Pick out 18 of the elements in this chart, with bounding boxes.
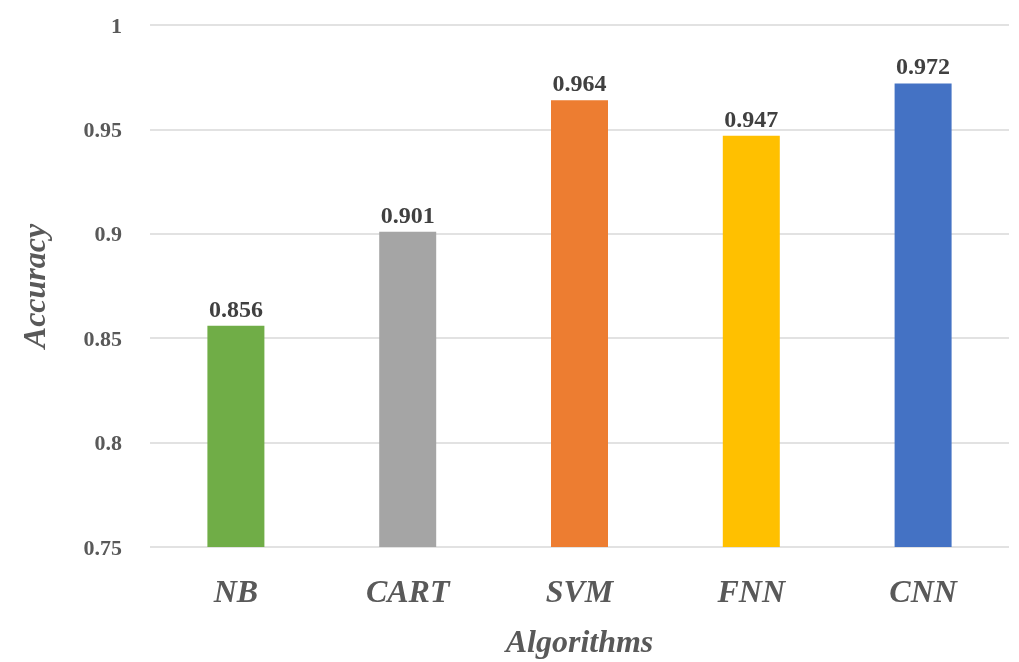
data-label: 0.947	[724, 105, 779, 132]
x-tick-label: FNN	[716, 573, 787, 609]
data-label: 0.964	[552, 70, 607, 97]
x-tick-label: NB	[212, 573, 259, 609]
y-tick-label: 0.9	[94, 221, 122, 247]
y-tick-label: 0.95	[83, 116, 122, 142]
y-tick-label: 0.75	[83, 534, 122, 560]
y-axis-title: Accuracy	[16, 223, 52, 351]
y-tick-label: 0.85	[83, 325, 122, 351]
data-label: 0.856	[208, 295, 263, 322]
x-tick-label: SVM	[545, 573, 615, 609]
data-label: 0.972	[896, 53, 951, 80]
x-axis-title: Algorithms	[503, 623, 654, 659]
y-tick-label: 0.8	[94, 430, 122, 456]
data-label: 0.901	[380, 201, 435, 228]
x-tick-label: CART	[365, 573, 451, 609]
x-tick-label: CNN	[889, 573, 959, 609]
y-tick-label: 1	[111, 12, 122, 38]
